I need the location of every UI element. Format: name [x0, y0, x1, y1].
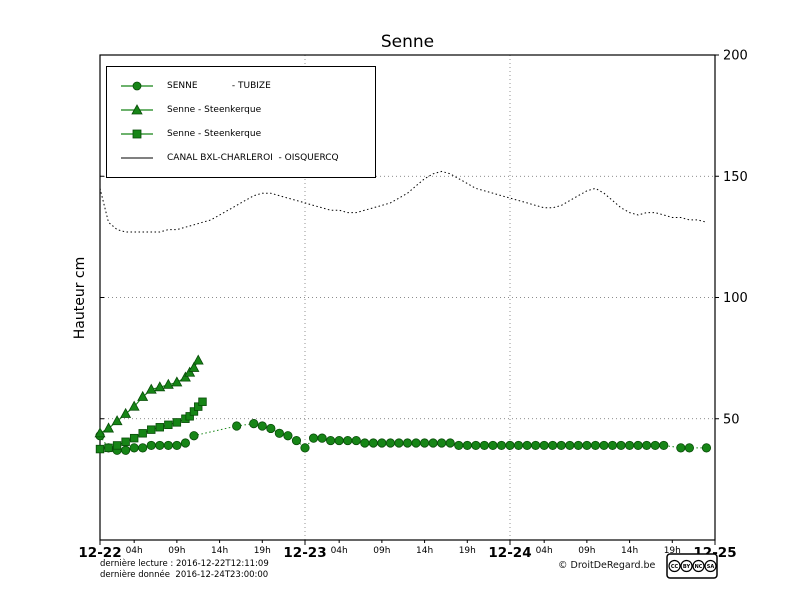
- legend-item: Senne - Steenkerque: [119, 128, 363, 140]
- legend-marker-triangle-icon: [121, 104, 153, 115]
- y-axis-label: Hauteur cm: [72, 256, 88, 340]
- cc-icon: CC: [671, 564, 679, 570]
- x-hour-label: 04h: [331, 546, 348, 556]
- y-tick-label: 200: [723, 49, 748, 64]
- x-hour-label: 09h: [578, 546, 595, 556]
- series-steenkerque-triangles: [94, 354, 204, 438]
- sa-icon: SA: [707, 564, 715, 570]
- x-hour-label: 19h: [254, 546, 271, 556]
- legend-item: CANAL BXL-CHARLEROI - OISQUERCQ: [119, 152, 363, 164]
- legend-item: SENNE - TUBIZE: [119, 80, 363, 92]
- last-reading-text: dernière lecture : 2016-12-22T12:11:09: [100, 559, 269, 569]
- x-day-label: 12-24: [488, 545, 531, 561]
- x-hour-label: 04h: [126, 546, 143, 556]
- chart-title: Senne: [380, 32, 435, 52]
- legend-label: Senne - Steenkerque: [167, 129, 262, 139]
- x-hour-label: 19h: [664, 546, 681, 556]
- legend-item: Senne - Steenkerque: [119, 104, 363, 116]
- legend-marker-line-icon: [121, 157, 153, 159]
- x-hour-label: 14h: [211, 546, 228, 556]
- y-tick-label: 50: [723, 412, 740, 427]
- y-tick-label: 100: [723, 291, 748, 306]
- legend: SENNE - TUBIZE Senne - Steenkerque Senne…: [106, 66, 376, 178]
- legend-marker-square-icon: [121, 129, 153, 139]
- by-icon: BY: [683, 564, 691, 570]
- legend-label: CANAL BXL-CHARLEROI - OISQUERCQ: [167, 153, 339, 163]
- x-day-label: 12-23: [283, 545, 326, 561]
- series-canal: [99, 170, 707, 233]
- x-hour-label: 14h: [621, 546, 638, 556]
- x-hour-label: 14h: [416, 546, 433, 556]
- copyright-text: © DroitDeRegard.be: [558, 560, 656, 571]
- cc-license-badge[interactable]: CC BY NC SA: [666, 553, 718, 579]
- series-tubize: [95, 418, 712, 455]
- y-axis: 50 100 150 200: [100, 49, 748, 427]
- legend-marker-circle-icon: [121, 81, 153, 91]
- last-data-text: dernière donnée 2016-12-24T23:00:00: [100, 570, 269, 580]
- legend-label: SENNE - TUBIZE: [167, 81, 271, 91]
- legend-label: Senne - Steenkerque: [167, 105, 262, 115]
- nc-icon: NC: [695, 564, 703, 570]
- x-day-label: 12-22: [78, 545, 121, 561]
- x-hour-label: 19h: [459, 546, 476, 556]
- y-tick-label: 150: [723, 170, 748, 185]
- x-hour-label: 04h: [536, 546, 553, 556]
- x-hour-label: 09h: [168, 546, 185, 556]
- series-steenkerque-squares: [95, 397, 207, 454]
- x-hour-label: 09h: [373, 546, 390, 556]
